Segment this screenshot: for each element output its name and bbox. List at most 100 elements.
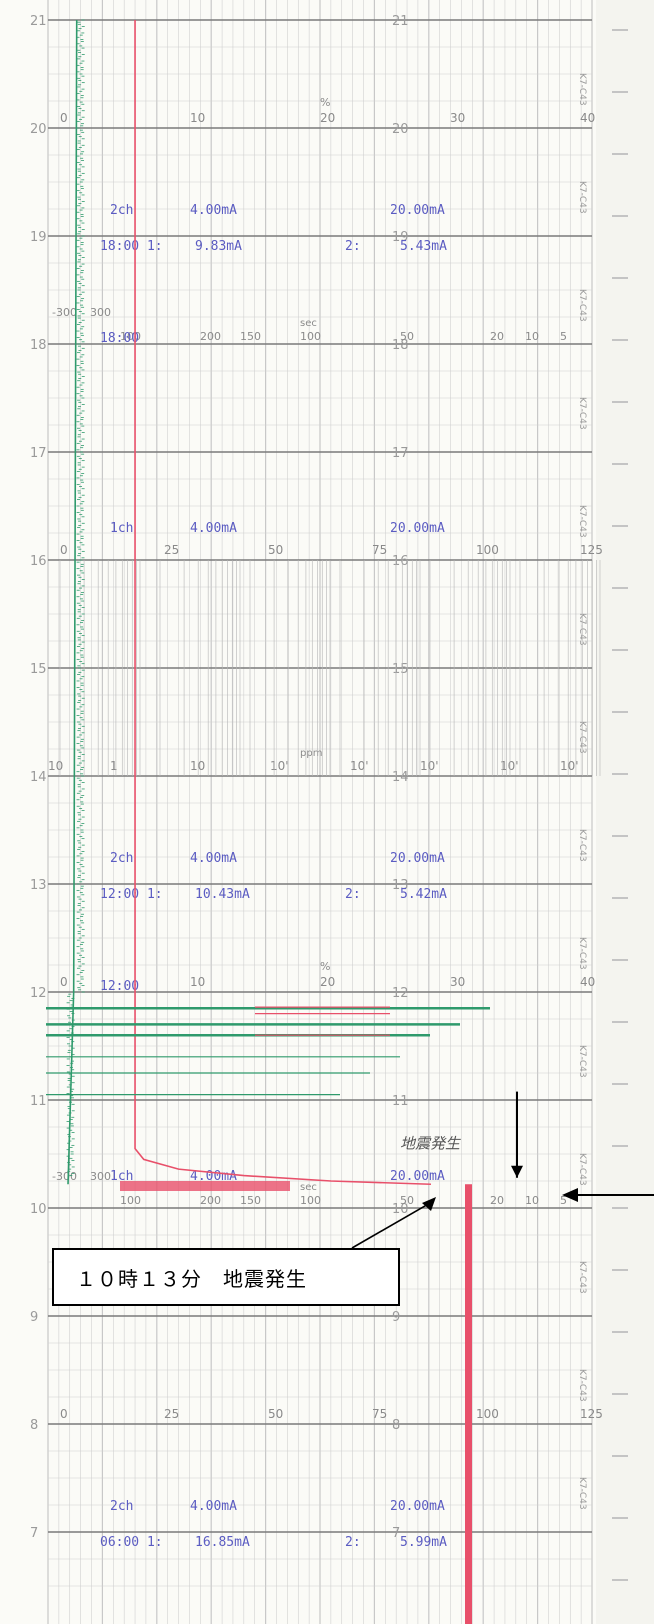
model-tag: K7-C43 bbox=[577, 1369, 587, 1402]
scale-ppm-label: 10' bbox=[420, 759, 439, 773]
printout-high: 20.00mA bbox=[390, 521, 445, 536]
scale-pct125-label: 25 bbox=[164, 543, 179, 557]
hour-label-left: 21 bbox=[30, 14, 47, 29]
scale-pct125-label: 25 bbox=[164, 1407, 179, 1421]
printout-ch1-value: 9.83mA bbox=[195, 239, 242, 254]
hour-label-left: 11 bbox=[30, 1094, 47, 1109]
model-tag: K7-C43 bbox=[577, 73, 587, 106]
hour-label-left: 14 bbox=[30, 770, 47, 785]
hour-label-left: 17 bbox=[30, 446, 47, 461]
scale-ppm-label: 10 bbox=[48, 759, 63, 773]
scale-pct125-label: 50 bbox=[268, 543, 283, 557]
printout-high: 20.00mA bbox=[390, 203, 445, 218]
scale-sec-label: 5 bbox=[560, 1194, 567, 1207]
hour-label-left: 12 bbox=[30, 986, 47, 1001]
scale-pct125-label: 0 bbox=[60, 543, 68, 557]
printout-channel: 1ch bbox=[110, 1169, 133, 1184]
scale-sec-label: 10 bbox=[525, 1194, 539, 1207]
printout-high: 20.00mA bbox=[390, 1499, 445, 1514]
hour-label-left: 18 bbox=[30, 338, 47, 353]
scale-ppm-label: 1 bbox=[110, 759, 118, 773]
scale-sec-label: 5 bbox=[560, 330, 567, 343]
scale-sec-label: 50 bbox=[400, 1194, 414, 1207]
hour-label-center: 18 bbox=[392, 338, 409, 353]
printout-ch2-label: 2: bbox=[345, 239, 361, 254]
model-tag: K7-C43 bbox=[577, 1153, 587, 1186]
printout-low: 4.00mA bbox=[190, 521, 237, 536]
model-tag: K7-C43 bbox=[577, 181, 587, 214]
printout-channel: 2ch bbox=[110, 203, 133, 218]
printout-time: 12:00 1: bbox=[100, 887, 163, 902]
scale-pct125-label: 125 bbox=[580, 1407, 603, 1421]
hour-label-left: 16 bbox=[30, 554, 47, 569]
hour-label-center: 7 bbox=[392, 1526, 400, 1541]
scale-sec-label: -300 bbox=[52, 1170, 77, 1183]
printout-high: 20.00mA bbox=[390, 851, 445, 866]
printout-low: 4.00mA bbox=[190, 203, 237, 218]
scale-pct125-label: 50 bbox=[268, 1407, 283, 1421]
printout-ch1-value: 16.85mA bbox=[195, 1535, 250, 1550]
scale-pct40-label: 40 bbox=[580, 975, 595, 989]
scale-ppm-label: 10' bbox=[500, 759, 519, 773]
right-margin bbox=[596, 0, 654, 1624]
arrow-down-head bbox=[511, 1165, 523, 1178]
scale-sec-label: 10 bbox=[525, 330, 539, 343]
scale-pct40-label: 0 bbox=[60, 111, 68, 125]
arrow-callout-head bbox=[422, 1197, 436, 1212]
scale-sec-label: 300 bbox=[90, 1170, 111, 1183]
scale-pct40-label: 0 bbox=[60, 975, 68, 989]
hour-label-center: 14 bbox=[392, 770, 409, 785]
scale-unit: % bbox=[320, 96, 330, 109]
printout-ch1-value: 10.43mA bbox=[195, 887, 250, 902]
scale-sec-label: 20 bbox=[490, 330, 504, 343]
hour-label-center: 12 bbox=[392, 986, 409, 1001]
trace-1ch-saturated bbox=[465, 1184, 472, 1624]
hour-label-center: 21 bbox=[392, 14, 409, 29]
series-2ch bbox=[67, 19, 78, 1185]
hour-label-center: 9 bbox=[392, 1310, 400, 1325]
scale-pct125-label: 125 bbox=[580, 543, 603, 557]
scale-ppm-label: 10' bbox=[560, 759, 579, 773]
arrow-callout bbox=[351, 1202, 431, 1249]
scale-ppm-label: 10' bbox=[270, 759, 289, 773]
scale-sec-label: 200 bbox=[200, 330, 221, 343]
hour-label-left: 10 bbox=[30, 1202, 47, 1217]
hour-label-center: 19 bbox=[392, 230, 409, 245]
scale-sec-label: 150 bbox=[240, 330, 261, 343]
scale-sec-label: 100 bbox=[300, 1194, 321, 1207]
hour-label-left: 8 bbox=[30, 1418, 38, 1433]
scale-pct125-label: 100 bbox=[476, 543, 499, 557]
hour-label-center: 17 bbox=[392, 446, 409, 461]
scale-sec-label: -300 bbox=[52, 306, 77, 319]
model-tag: K7-C43 bbox=[577, 1477, 587, 1510]
printout-low: 4.00mA bbox=[190, 851, 237, 866]
hour-label-left: 20 bbox=[30, 122, 47, 137]
printout-ch2-value: 5.99mA bbox=[400, 1535, 447, 1550]
scale-ppm-label: 10' bbox=[350, 759, 369, 773]
scale-sec-label: 300 bbox=[90, 306, 111, 319]
model-tag: K7-C43 bbox=[577, 1045, 587, 1078]
model-tag: K7-C43 bbox=[577, 829, 587, 862]
hour-label-left: 7 bbox=[30, 1526, 38, 1541]
scale-unit: sec bbox=[300, 318, 317, 329]
printout-low: 4.00mA bbox=[190, 1499, 237, 1514]
scale-pct40-label: 10 bbox=[190, 111, 205, 125]
printout-ch2-label: 2: bbox=[345, 887, 361, 902]
hour-label-center: 16 bbox=[392, 554, 409, 569]
model-tag: K7-C43 bbox=[577, 289, 587, 322]
printout-marker: 12:00 bbox=[100, 979, 139, 994]
scale-pct125-label: 100 bbox=[476, 1407, 499, 1421]
scale-unit: ppm bbox=[300, 748, 322, 759]
printout-time: 06:00 1: bbox=[100, 1535, 163, 1550]
model-tag: K7-C43 bbox=[577, 937, 587, 970]
model-tag: K7-C43 bbox=[577, 1261, 587, 1294]
printout-channel: 2ch bbox=[110, 1499, 133, 1514]
arrow-left-head bbox=[562, 1188, 578, 1203]
scale-pct40-label: 30 bbox=[450, 111, 465, 125]
scale-unit: sec bbox=[300, 1182, 317, 1193]
scale-sec-label: 50 bbox=[400, 330, 414, 343]
hour-label-left: 15 bbox=[30, 662, 47, 677]
scale-pct125-label: 75 bbox=[372, 1407, 387, 1421]
